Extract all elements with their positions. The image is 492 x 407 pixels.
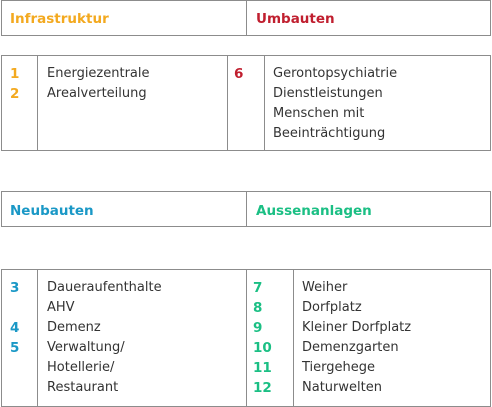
item-label: Tiergehege <box>302 360 376 375</box>
divider <box>293 270 294 406</box>
item-number: 5 <box>10 340 20 356</box>
divider <box>37 56 38 150</box>
item-number: 7 <box>253 280 263 296</box>
divider <box>227 56 228 150</box>
item-label: Energiezentrale <box>47 66 150 81</box>
item-label: Menschen mit <box>273 106 365 121</box>
item-number: 2 <box>10 86 20 102</box>
item-number: 8 <box>253 300 263 316</box>
item-label: Verwaltung/ <box>47 340 125 355</box>
item-number: 1 <box>10 66 20 82</box>
item-label: Demenzgarten <box>302 340 399 355</box>
header-neubauten: Neubauten <box>10 203 94 219</box>
header-umbauten: Umbauten <box>256 11 335 27</box>
item-label: Weiher <box>302 280 348 295</box>
item-label: Gerontopsychiatrie <box>273 66 398 81</box>
content-box-bottom: 3 4 5 Daueraufenthalte AHV Demenz Verwal… <box>1 269 491 407</box>
item-number: 6 <box>234 66 244 82</box>
item-label: Daueraufenthalte <box>47 280 162 295</box>
divider <box>246 270 247 406</box>
item-number: 9 <box>253 320 263 336</box>
item-label: Naturwelten <box>302 380 382 395</box>
item-label: Kleiner Dorfplatz <box>302 320 412 335</box>
item-label: Beeinträchtigung <box>273 126 386 141</box>
item-number: 12 <box>253 380 272 396</box>
item-label: AHV <box>47 300 75 315</box>
item-label: Demenz <box>47 320 101 335</box>
header-infrastruktur: Infrastruktur <box>10 11 109 27</box>
header-aussenanlagen: Aussenanlagen <box>256 203 372 219</box>
header-box-bottom: Neubauten Aussenanlagen <box>1 191 491 227</box>
item-number: 10 <box>253 340 272 356</box>
item-number: 3 <box>10 280 20 296</box>
content-box-top: 1 2 Energiezentrale Arealverteilung 6 Ge… <box>1 55 491 151</box>
divider <box>246 192 247 226</box>
item-label: Arealverteilung <box>47 86 147 101</box>
item-label: Dienstleistungen <box>273 86 383 101</box>
item-label: Restaurant <box>47 380 119 395</box>
item-number: 11 <box>253 360 272 376</box>
item-label: Hotellerie/ <box>47 360 115 375</box>
divider <box>37 270 38 406</box>
header-box-top: Infrastruktur Umbauten <box>1 0 491 36</box>
divider <box>264 56 265 150</box>
item-label: Dorfplatz <box>302 300 362 315</box>
divider <box>246 1 247 35</box>
item-number: 4 <box>10 320 20 336</box>
